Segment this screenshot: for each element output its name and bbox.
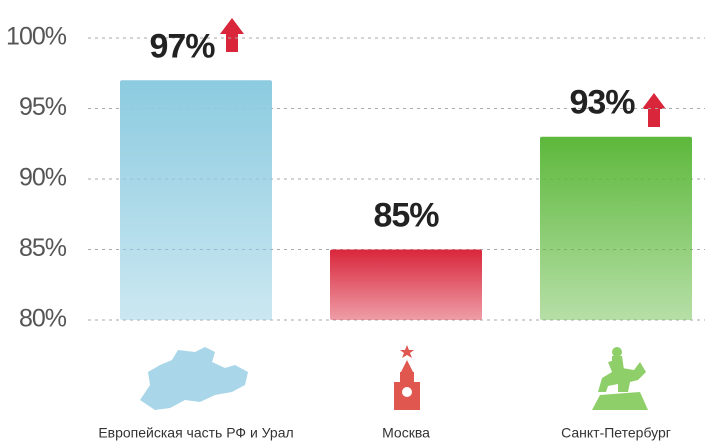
x-tick-label: Москва bbox=[382, 425, 430, 441]
y-tick-label: 100% bbox=[6, 23, 67, 51]
region-map-icon bbox=[140, 347, 248, 410]
x-tick-label: Европейская часть РФ и Урал bbox=[98, 425, 293, 441]
bar bbox=[120, 80, 272, 320]
y-tick-label: 90% bbox=[19, 164, 67, 192]
y-tick-label: 85% bbox=[19, 234, 67, 262]
x-tick-label: Санкт-Петербург bbox=[561, 425, 671, 441]
up-arrow bbox=[642, 93, 666, 127]
horseman-icon bbox=[592, 347, 648, 410]
value-label: 85% bbox=[373, 196, 439, 234]
y-tick-label: 95% bbox=[19, 93, 67, 121]
bar bbox=[540, 136, 692, 320]
up-arrow bbox=[220, 18, 244, 52]
kremlin-tower-icon bbox=[394, 345, 420, 410]
value-label: 97% bbox=[149, 27, 215, 65]
value-label: 93% bbox=[569, 84, 635, 122]
bar bbox=[330, 249, 482, 320]
y-tick-label: 80% bbox=[19, 305, 67, 333]
